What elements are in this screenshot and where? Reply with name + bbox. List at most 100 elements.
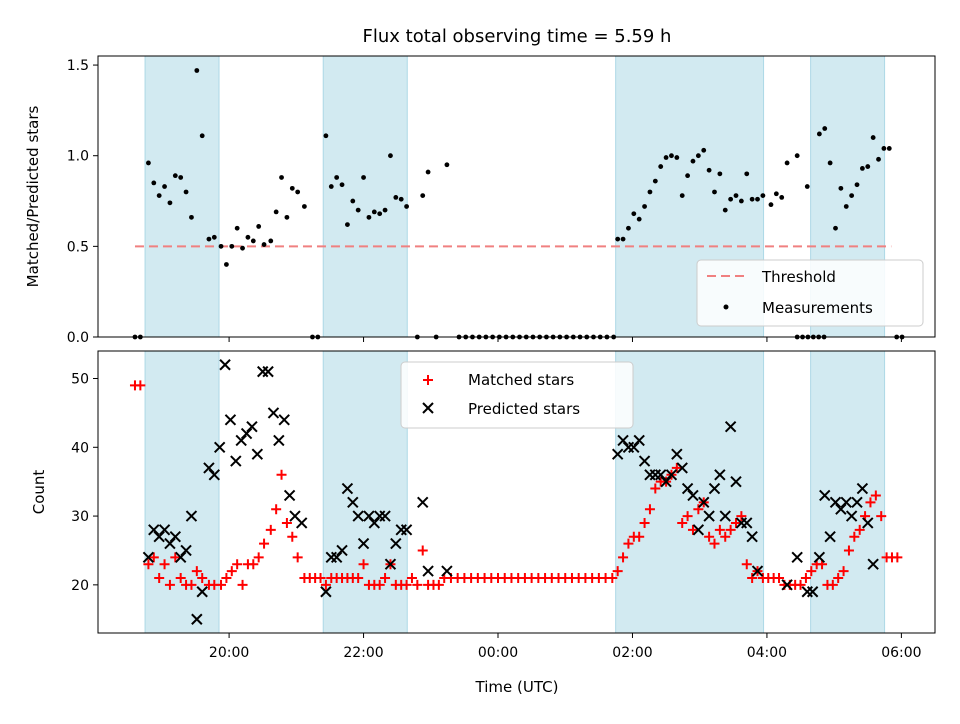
predicted-star-point [741, 517, 753, 529]
measurement-point [218, 243, 224, 249]
measurement-point [162, 184, 167, 189]
predicted-star-point [856, 482, 869, 495]
measurement-point [256, 224, 262, 229]
measurement-point [273, 209, 279, 215]
y-tick-label: 40 [71, 440, 89, 456]
y-tick-label: 20 [71, 578, 89, 594]
predicted-star-point [829, 496, 842, 509]
legend-measurements-swatch [723, 304, 729, 310]
matched-star-point [237, 579, 248, 590]
predicted-star-point [203, 462, 215, 474]
predicted-star-point [336, 544, 348, 557]
predicted-star-point [219, 359, 231, 371]
matched-star-point [401, 579, 412, 590]
matched-star-point [607, 572, 618, 583]
measurement-point [355, 207, 361, 213]
measurement-point [404, 204, 409, 209]
matched-star-point [693, 504, 704, 515]
measurement-point [722, 207, 728, 213]
matched-star-point [186, 579, 197, 590]
matched-star-point [736, 511, 747, 522]
predicted-star-point [185, 510, 198, 522]
predicted-star-point [703, 510, 715, 522]
matched-star-point [714, 524, 725, 535]
matched-star-point [281, 517, 292, 528]
measurement-point [393, 195, 399, 200]
measurement-point [712, 189, 717, 195]
predicted-star-point [213, 441, 226, 454]
measurement-point [870, 135, 876, 140]
legend-predicted-swatch [422, 402, 434, 414]
measurement-point [156, 193, 162, 198]
matched-star-point [650, 483, 661, 494]
predicted-star-point [851, 496, 863, 509]
measurement-point [366, 214, 372, 220]
bottom-legend: Matched stars Predicted stars [400, 361, 634, 429]
predicted-star-point [660, 475, 672, 488]
measurement-point [768, 202, 774, 208]
predicted-star-point [235, 434, 247, 447]
matched-star-point [259, 538, 270, 549]
predicted-star-point [417, 496, 429, 509]
measurement-point [146, 160, 151, 166]
predicted-star-point [142, 551, 155, 564]
shaded-interval [144, 55, 220, 338]
matched-star-point [682, 511, 693, 522]
predicted-star-point [208, 469, 221, 481]
shaded-interval [322, 350, 408, 634]
x-axis-label: Time (UTC) [475, 678, 559, 696]
predicted-star-point [835, 503, 847, 515]
predicted-star-point [671, 448, 683, 460]
shaded-interval [144, 350, 220, 634]
measurement-point [706, 167, 712, 173]
measurement-point [838, 185, 844, 191]
legend-predicted-label: Predicted stars [468, 400, 580, 418]
matched-star-point [849, 531, 860, 542]
y-tick-label: 1.5 [67, 58, 89, 74]
measurement-point [206, 236, 212, 242]
measurement-point [669, 153, 674, 159]
predicted-star-point [824, 530, 836, 543]
matched-star-point [265, 524, 276, 535]
y-tick-label: 0.5 [67, 239, 89, 255]
matched-star-point [704, 531, 715, 542]
matched-star-point [170, 552, 181, 563]
matched-star-point [644, 504, 655, 515]
predicted-star-point [730, 475, 742, 488]
measurement-point [849, 193, 855, 198]
predicted-star-point [246, 420, 258, 433]
matched-star-point [358, 559, 369, 570]
predicted-star-point [422, 565, 434, 577]
predicted-star-point [719, 510, 731, 522]
measurement-point [398, 196, 404, 202]
measurement-point [388, 153, 393, 159]
measurement-point [420, 193, 426, 198]
predicted-star-point [347, 496, 359, 509]
measurement-point [794, 153, 800, 159]
matched-star-point [806, 566, 817, 577]
measurement-point [301, 204, 307, 209]
measurement-point [211, 234, 217, 240]
measurement-point [626, 225, 631, 231]
matched-star-point [892, 552, 903, 563]
predicted-star-point [638, 455, 651, 467]
measurement-point [183, 189, 189, 195]
predicted-star-point [390, 537, 402, 550]
predicted-star-point [240, 427, 253, 440]
predicted-star-point [267, 407, 280, 419]
measurement-point [755, 196, 760, 202]
matched-star-point [709, 538, 720, 549]
predicted-star-point [283, 489, 296, 502]
top-legend: Threshold Measurements [696, 259, 924, 327]
predicted-star-point [278, 414, 290, 426]
predicted-star-point [708, 482, 721, 495]
measurement-point [663, 155, 669, 160]
predicted-star-point [196, 586, 208, 598]
measurement-point [784, 160, 790, 166]
x-tick-label: 02:00 [612, 645, 652, 661]
measurement-point [444, 162, 450, 168]
matched-star-point [687, 524, 698, 535]
measurement-point [636, 216, 642, 222]
matched-star-point [353, 572, 364, 583]
measurement-point [199, 133, 205, 139]
